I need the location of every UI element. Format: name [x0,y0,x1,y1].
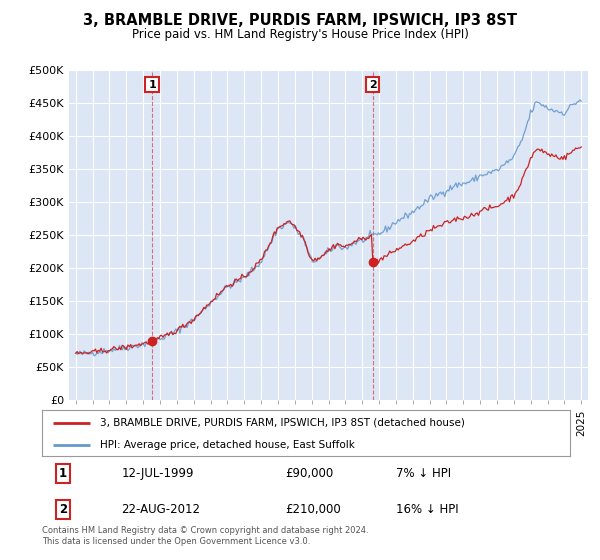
Text: 22-AUG-2012: 22-AUG-2012 [121,503,200,516]
Text: 2: 2 [59,503,67,516]
Text: HPI: Average price, detached house, East Suffolk: HPI: Average price, detached house, East… [100,440,355,450]
Text: 2: 2 [369,80,377,90]
Text: 3, BRAMBLE DRIVE, PURDIS FARM, IPSWICH, IP3 8ST (detached house): 3, BRAMBLE DRIVE, PURDIS FARM, IPSWICH, … [100,418,465,428]
Text: 1: 1 [148,80,156,90]
Text: 16% ↓ HPI: 16% ↓ HPI [396,503,458,516]
Text: 3, BRAMBLE DRIVE, PURDIS FARM, IPSWICH, IP3 8ST: 3, BRAMBLE DRIVE, PURDIS FARM, IPSWICH, … [83,13,517,29]
Text: Contains HM Land Registry data © Crown copyright and database right 2024.
This d: Contains HM Land Registry data © Crown c… [42,526,368,546]
Text: 1: 1 [59,467,67,480]
Text: 7% ↓ HPI: 7% ↓ HPI [396,467,451,480]
Text: 12-JUL-1999: 12-JUL-1999 [121,467,194,480]
Text: £90,000: £90,000 [285,467,333,480]
Text: Price paid vs. HM Land Registry's House Price Index (HPI): Price paid vs. HM Land Registry's House … [131,28,469,41]
Text: £210,000: £210,000 [285,503,341,516]
